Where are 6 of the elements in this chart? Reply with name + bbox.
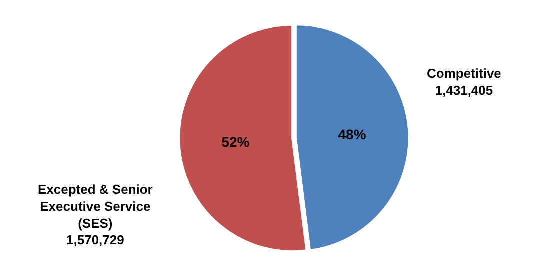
slice-label: Excepted & Senior Executive Service (SES)	[38, 182, 153, 231]
text: 1,431,405	[435, 82, 494, 98]
data-label: 48%	[338, 126, 367, 142]
slice-label: Competitive	[427, 66, 502, 81]
data-label: 52%	[222, 134, 250, 150]
text: 1,570,729	[66, 232, 124, 248]
